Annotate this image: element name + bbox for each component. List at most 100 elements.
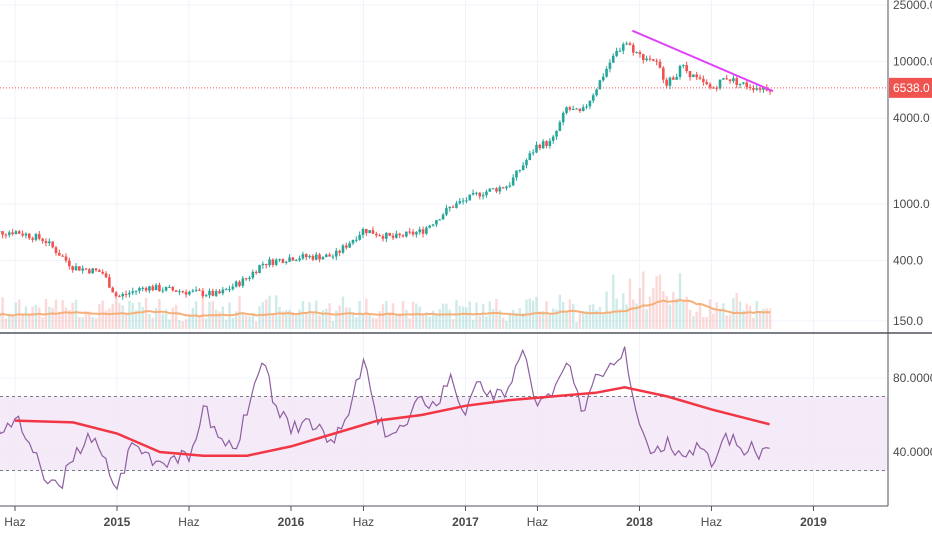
volume-bar	[95, 318, 97, 329]
candle-body	[452, 207, 455, 208]
volume-bar	[242, 312, 244, 329]
volume-bar	[469, 302, 471, 329]
candle-body	[649, 59, 652, 60]
volume-bar	[495, 299, 497, 329]
candle-body	[662, 68, 665, 80]
volume-bar	[112, 304, 114, 329]
candle-body	[138, 288, 141, 291]
volume-bar	[445, 304, 447, 329]
volume-bar	[669, 304, 671, 329]
candle-body	[5, 235, 8, 236]
candle-body	[205, 295, 208, 296]
candle-body	[111, 288, 114, 293]
candle-body	[692, 75, 695, 77]
candle-body	[482, 195, 485, 196]
volume-bar	[479, 316, 481, 329]
candle-body	[45, 241, 48, 243]
candle-body	[181, 291, 184, 292]
candle-body	[488, 189, 491, 192]
candle-body	[428, 226, 431, 228]
volume-bar	[202, 295, 204, 329]
candle-body	[742, 82, 745, 83]
volume-bar	[315, 300, 317, 329]
candle-body	[38, 234, 41, 239]
volume-bar	[605, 291, 607, 329]
candle-body	[88, 269, 91, 273]
volume-bar	[268, 296, 270, 329]
volume-bar	[398, 314, 400, 329]
candle-body	[238, 282, 241, 286]
volume-bar	[352, 314, 354, 329]
candle-body	[35, 234, 38, 240]
candle-body	[402, 235, 405, 236]
volume-bar	[308, 302, 310, 329]
candle-body	[405, 232, 408, 237]
volume-bar	[552, 308, 554, 329]
candle-body	[8, 232, 11, 235]
candle-body	[51, 241, 54, 247]
volume-bar	[726, 315, 728, 329]
candle-body	[328, 255, 331, 257]
candle-body	[509, 185, 512, 186]
x-tick-label: Haz	[4, 515, 25, 529]
candle-body	[442, 215, 445, 220]
candle-body	[669, 78, 672, 86]
volume-bar	[562, 302, 564, 329]
candle-body	[268, 259, 271, 265]
candle-body	[582, 107, 585, 111]
candle-body	[81, 268, 84, 270]
candle-body	[212, 291, 215, 296]
candle-body	[28, 234, 31, 238]
volume-bar	[222, 307, 224, 329]
candle-body	[709, 84, 712, 87]
candle-body	[285, 262, 288, 263]
volume-bar	[31, 307, 33, 329]
candle-body	[322, 257, 325, 259]
volume-bar	[25, 306, 27, 329]
candle-body	[729, 79, 732, 81]
candle-body	[235, 282, 238, 287]
candle-body	[545, 141, 548, 146]
volume-bar	[675, 299, 677, 329]
volume-bar	[51, 308, 53, 329]
volume-bar	[662, 291, 664, 329]
y-tick-label: 400.0	[893, 253, 923, 267]
candle-body	[135, 291, 138, 292]
candle-body	[358, 235, 361, 240]
candle-body	[719, 80, 722, 89]
volume-bar	[599, 307, 601, 329]
volume-bar	[439, 309, 441, 329]
volume-bar	[345, 307, 347, 329]
volume-bar	[519, 308, 521, 329]
volume-bar	[629, 279, 631, 329]
candle-body	[121, 294, 124, 296]
volume-bar	[652, 288, 654, 329]
candle-body	[745, 82, 748, 86]
volume-bar	[35, 305, 37, 329]
candle-body	[549, 141, 552, 146]
candle-body	[725, 78, 728, 79]
volume-bar	[298, 310, 300, 329]
candle-body	[175, 290, 178, 292]
candle-body	[465, 200, 468, 201]
x-tick-label: 2019	[800, 515, 827, 529]
volume-bar	[695, 312, 697, 329]
candle-body	[85, 268, 88, 269]
candle-body	[702, 79, 705, 82]
volume-bar	[71, 303, 73, 329]
candle-body	[1, 231, 4, 234]
indicator-tick-label: 80.0000	[893, 371, 932, 385]
candle-body	[288, 257, 291, 261]
candle-body	[295, 260, 298, 261]
volume-bar	[649, 297, 651, 329]
candle-body	[158, 285, 161, 291]
volume-bar	[148, 314, 150, 329]
volume-bar	[549, 313, 551, 329]
volume-bar	[225, 319, 227, 329]
candle-body	[722, 78, 725, 79]
candle-body	[575, 109, 578, 110]
candle-body	[178, 291, 181, 292]
candle-body	[225, 289, 228, 290]
volume-bar	[162, 314, 164, 329]
